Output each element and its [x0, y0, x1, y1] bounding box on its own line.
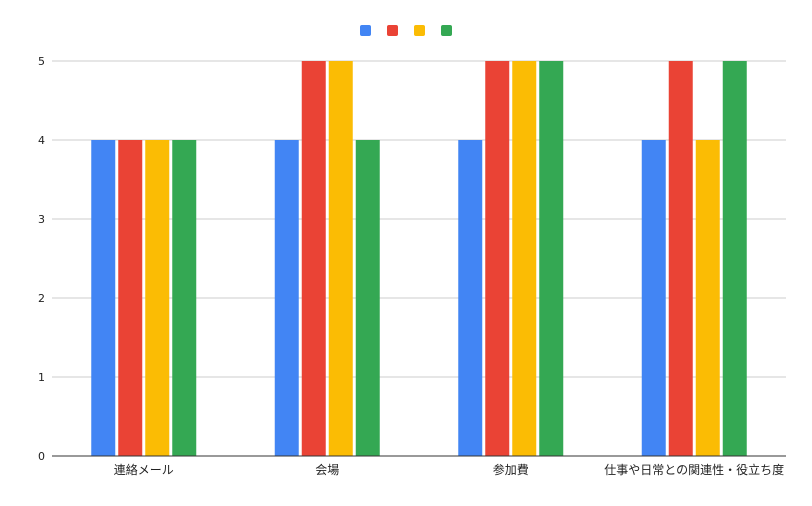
legend-swatch [387, 25, 398, 36]
bar [172, 140, 197, 456]
bar [145, 140, 170, 456]
x-tick-label: 仕事や日常との関連性・役立ち度 [604, 462, 784, 477]
bar [458, 140, 483, 456]
bar [539, 61, 564, 456]
bar [668, 61, 693, 456]
bar [91, 140, 116, 456]
bar [695, 140, 720, 456]
bar [512, 61, 537, 456]
x-tick-label: 会場 [315, 463, 339, 477]
bar [641, 140, 666, 456]
y-tick-label: 2 [38, 292, 45, 305]
y-tick-label: 3 [38, 213, 45, 226]
axes: 0 1 2 3 4 5 連絡メール 会場 参加費 仕事や日常との関連性・役立ち度 [38, 55, 786, 477]
bar [485, 61, 510, 456]
x-tick-label: 連絡メール [114, 462, 174, 477]
y-tick-label: 0 [38, 450, 45, 463]
bar [301, 61, 326, 456]
legend [360, 25, 452, 36]
legend-swatch [414, 25, 425, 36]
legend-swatch [360, 25, 371, 36]
bar [118, 140, 143, 456]
y-tick-label: 5 [38, 55, 45, 68]
bar [328, 61, 353, 456]
x-tick-label: 参加費 [493, 462, 529, 477]
y-tick-label: 1 [38, 371, 45, 384]
bar [355, 140, 380, 456]
y-tick-label: 4 [38, 134, 45, 147]
legend-swatch [441, 25, 452, 36]
bar [274, 140, 299, 456]
bars [91, 61, 747, 456]
bar [722, 61, 747, 456]
